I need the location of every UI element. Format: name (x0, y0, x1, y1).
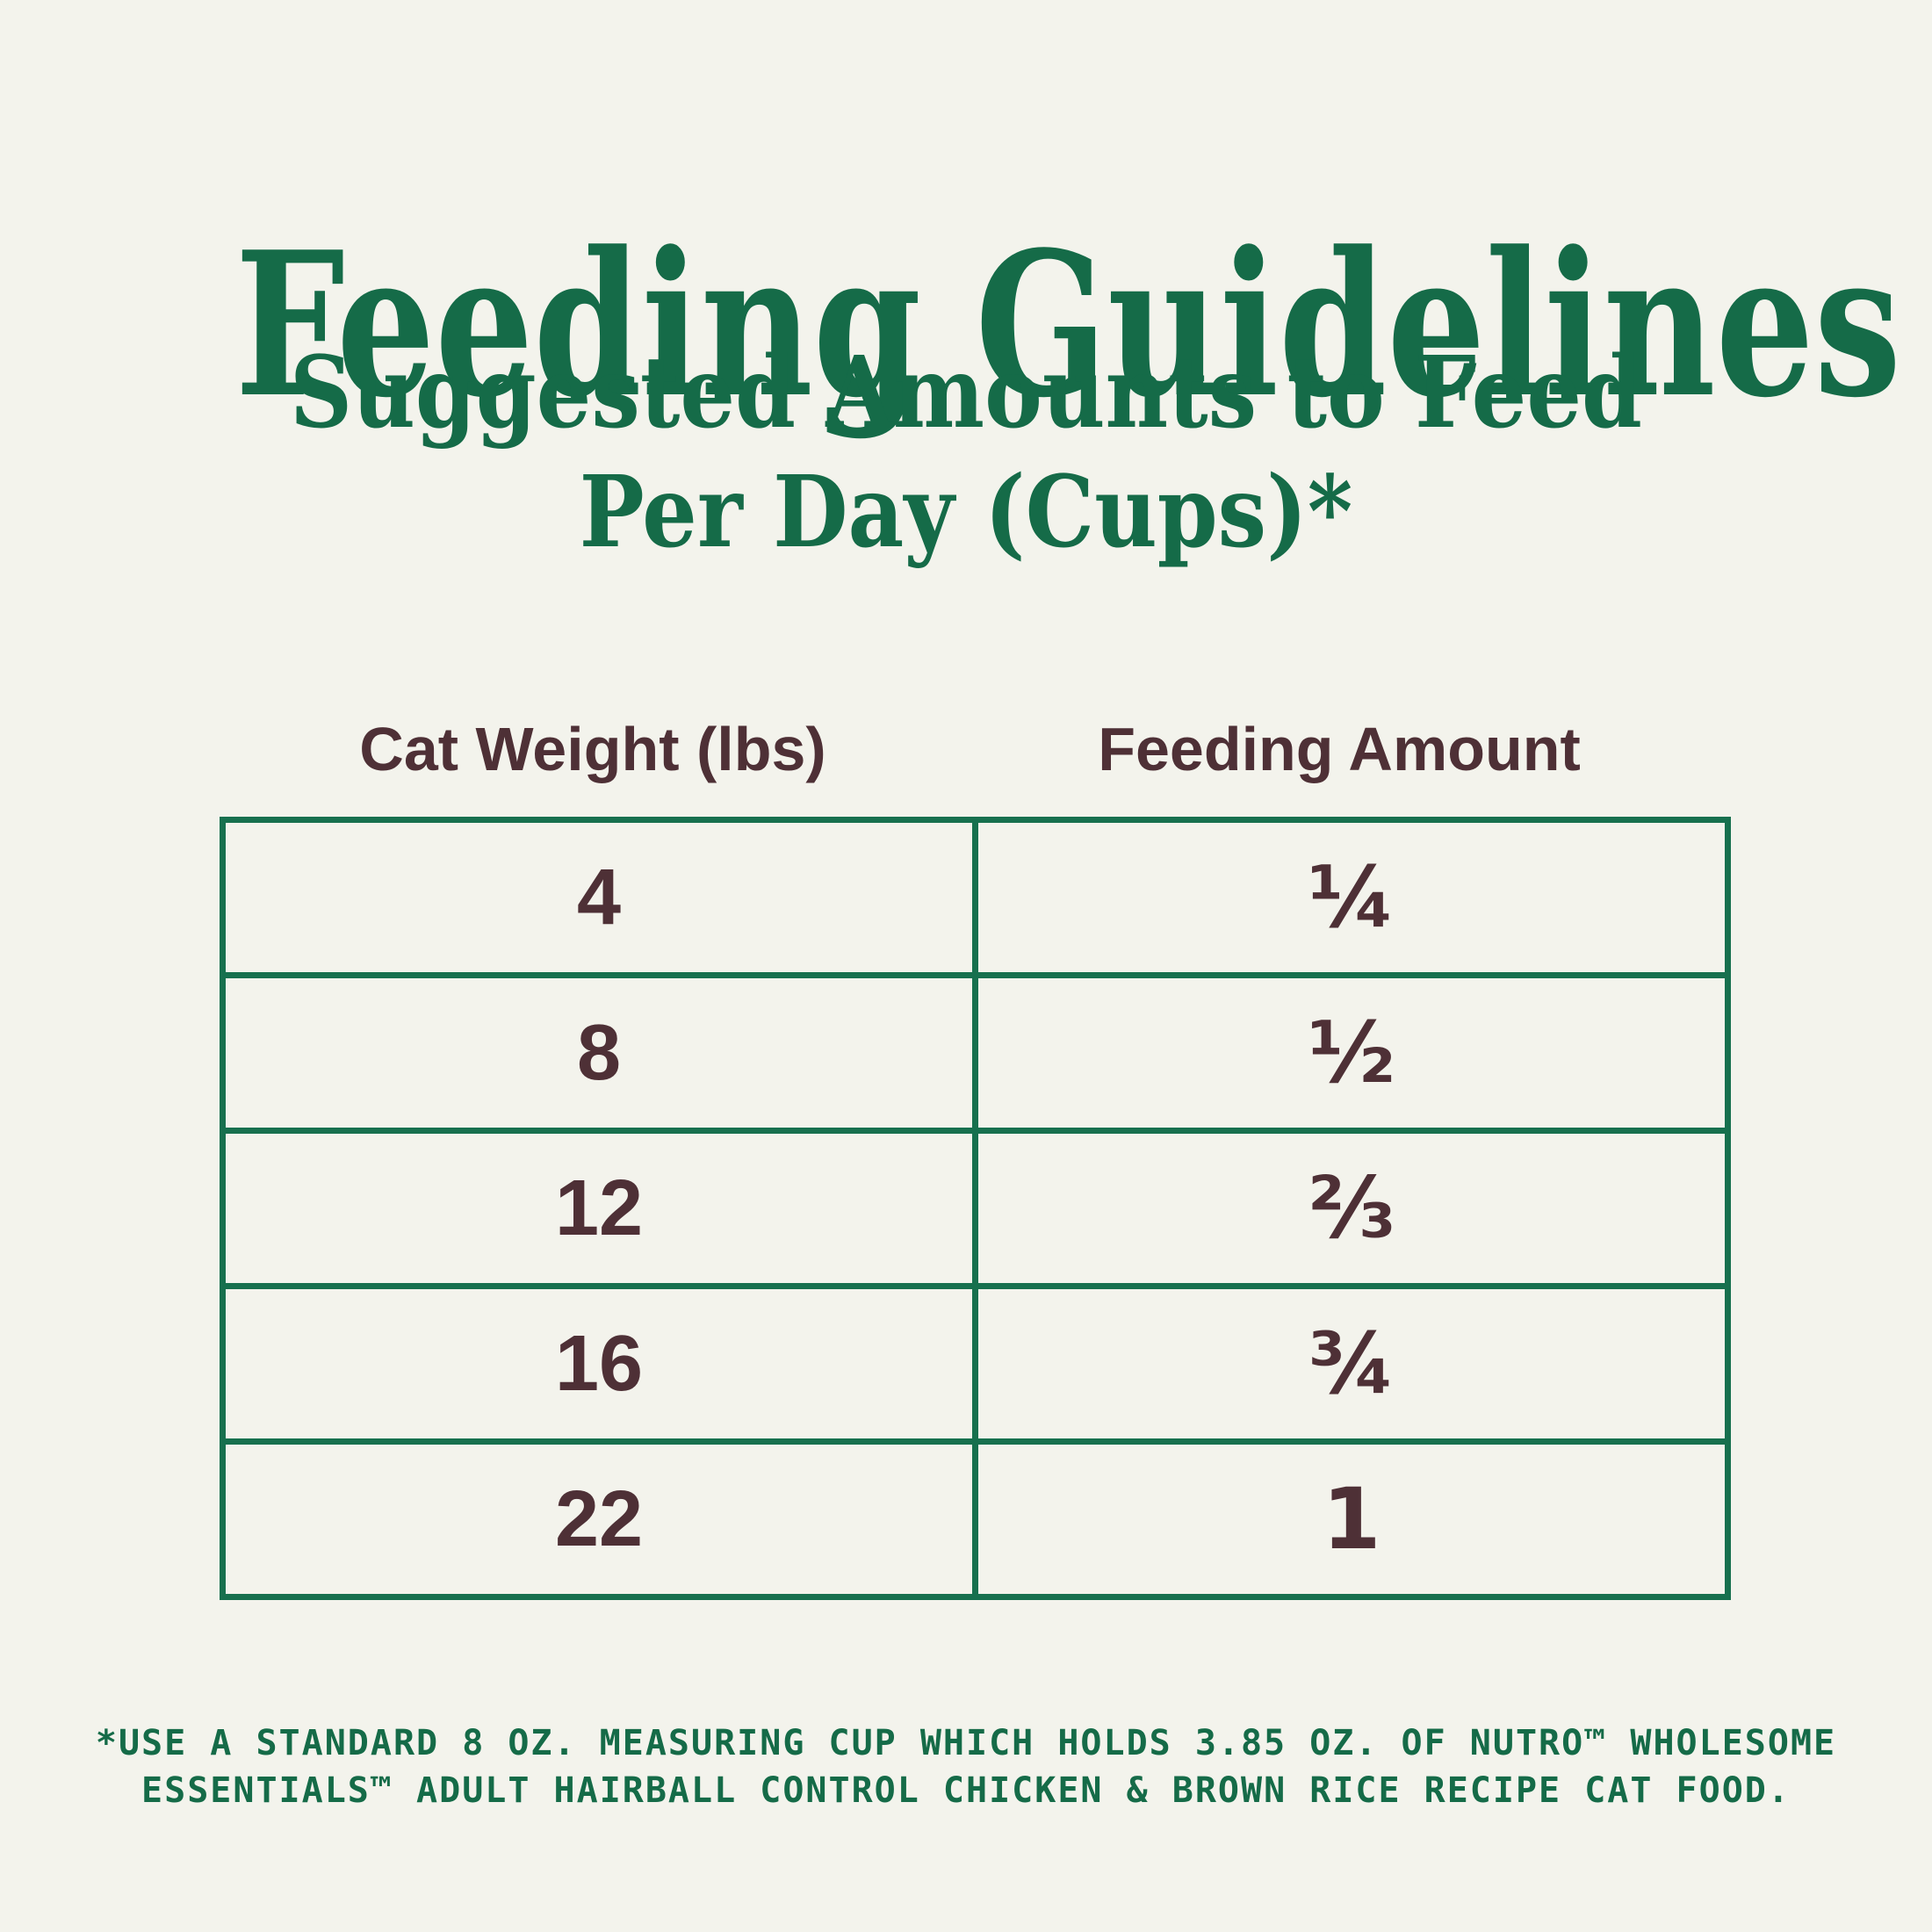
amount-cell: 1 (972, 1438, 1731, 1600)
weight-cell: 4 (220, 817, 978, 978)
page-subtitle: Suggested Amounts to Feed Per Day (Cups)… (116, 334, 1816, 572)
col-header-cat-weight: Cat Weight (lbs) (359, 715, 826, 783)
table-row: 22 1 (220, 1438, 1731, 1600)
weight-cell: 22 (220, 1438, 978, 1600)
feeding-table: 4 ¼ 8 ½ 12 ⅔ 16 ¾ 22 1 (220, 817, 1731, 1600)
amount-cell: ¾ (972, 1283, 1731, 1445)
weight-cell: 8 (220, 972, 978, 1134)
footnote-line-1: *USE A STANDARD 8 OZ. MEASURING CUP WHIC… (95, 1723, 1837, 1763)
subtitle-line-1: Suggested Amounts to Feed (290, 335, 1642, 451)
weight-cell: 12 (220, 1128, 978, 1289)
table-row: 12 ⅔ (220, 1128, 1731, 1289)
amount-cell: ¼ (972, 817, 1731, 978)
page-title: Feeding Guidelines (0, 217, 1932, 436)
footnote-line-2: ESSENTIALS™ ADULT HAIRBALL CONTROL CHICK… (141, 1770, 1791, 1811)
table-row: 16 ¾ (220, 1283, 1731, 1445)
table-column-headers: Cat Weight (lbs) Feeding Amount (220, 718, 1712, 780)
table-row: 8 ½ (220, 972, 1731, 1134)
table-row: 4 ¼ (220, 817, 1731, 978)
amount-cell: ½ (972, 972, 1731, 1134)
col-header-feeding-amount: Feeding Amount (1098, 715, 1581, 783)
measuring-cup-footnote: *USE A STANDARD 8 OZ. MEASURING CUP WHIC… (44, 1719, 1888, 1814)
subtitle-line-2: Per Day (Cups)* (579, 454, 1353, 570)
weight-cell: 16 (220, 1283, 978, 1445)
amount-cell: ⅔ (972, 1128, 1731, 1289)
page-title-text: Feeding Guidelines (234, 209, 1902, 443)
